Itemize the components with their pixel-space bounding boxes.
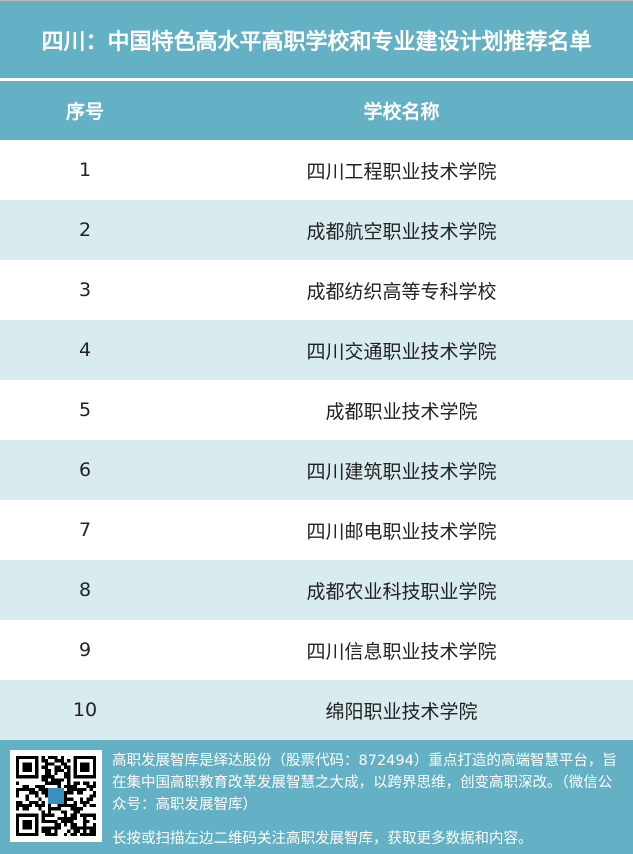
- row-school-name: 绵阳职业技术学院: [325, 700, 478, 723]
- divider: [0, 78, 633, 81]
- table-row: 4 四川交通职业技术学院: [0, 320, 633, 380]
- table-row: 9 四川信息职业技术学院: [0, 620, 633, 680]
- footer: 高职发展智库是绎达股份（股票代码：872494）重点打造的高端智慧平台，旨在集中…: [0, 740, 633, 854]
- row-school-name: 四川信息职业技术学院: [306, 640, 497, 663]
- row-school-name: 成都农业科技职业学院: [306, 580, 497, 603]
- footer-cta: 长按或扫描左边二维码关注高职发展智库，获取更多数据和内容。: [112, 831, 533, 847]
- table-row: 5 成都职业技术学院: [0, 380, 633, 440]
- table-header: 序号 学校名称: [0, 81, 633, 140]
- table-row: 8 成都农业科技职业学院: [0, 560, 633, 620]
- row-number: 4: [78, 339, 92, 361]
- row-number: 7: [78, 519, 92, 541]
- table-row: 1 四川工程职业技术学院: [0, 140, 633, 200]
- row-number: 6: [78, 459, 92, 481]
- row-number: 2: [78, 219, 92, 241]
- table-row: 7 四川邮电职业技术学院: [0, 500, 633, 560]
- row-school-name: 成都航空职业技术学院: [306, 220, 497, 243]
- footer-intro: 高职发展智库是绎达股份（股票代码：872494）重点打造的高端智慧平台，旨在集中…: [112, 753, 617, 813]
- row-number: 10: [72, 699, 98, 721]
- row-school-name: 成都职业技术学院: [325, 400, 478, 423]
- table-row: 3 成都纺织高等专科学校: [0, 260, 633, 320]
- row-number: 1: [78, 159, 92, 181]
- row-number: 3: [78, 279, 92, 301]
- header-number: 序号: [65, 101, 104, 123]
- row-school-name: 四川建筑职业技术学院: [306, 460, 497, 483]
- table-row: 2 成都航空职业技术学院: [0, 200, 633, 260]
- table-row: 6 四川建筑职业技术学院: [0, 440, 633, 500]
- table-row: 10 绵阳职业技术学院: [0, 680, 633, 740]
- qr-code-icon: [10, 750, 102, 842]
- row-school-name: 四川交通职业技术学院: [306, 340, 497, 363]
- row-number: 5: [78, 399, 92, 421]
- row-school-name: 成都纺织高等专科学校: [306, 280, 497, 303]
- table-body: 1 四川工程职业技术学院 2 成都航空职业技术学院 3 成都纺织高等专科学校 4 四川交通职业…: [0, 140, 633, 740]
- row-number: 9: [78, 639, 92, 661]
- row-number: 8: [78, 579, 92, 601]
- header-school-name: 学校名称: [363, 101, 440, 123]
- page-title: 四川：中国特色高水平高职学校和专业建设计划推荐名单: [0, 0, 633, 78]
- row-school-name: 四川邮电职业技术学院: [306, 520, 497, 543]
- row-school-name: 四川工程职业技术学院: [306, 160, 497, 183]
